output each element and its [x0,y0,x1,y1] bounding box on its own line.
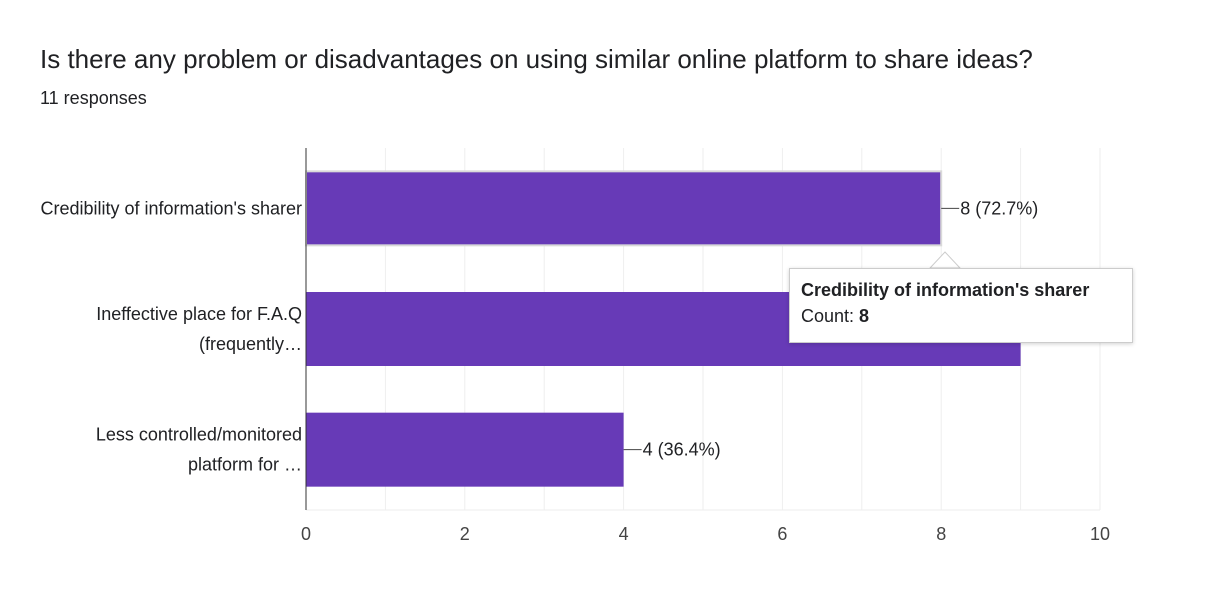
category-label: (frequently… [199,334,302,354]
tooltip-pointer [928,251,962,269]
tooltip-count-label: Count: [801,306,860,326]
tooltip-count-value: 8 [859,306,870,326]
data-label: 8 (72.7%) [960,198,1038,218]
response-count: 11 responses [40,88,147,108]
bar-tooltip: Credibility of information's sharer Coun… [789,268,1133,343]
x-tick-label: 10 [1090,524,1110,544]
bars [305,170,1021,487]
category-label: Ineffective place for F.A.Q [96,304,302,324]
x-tick-label: 8 [936,524,946,544]
chart-title: Is there any problem or disadvantages on… [40,44,1033,74]
data-labels: 8 (72.7%) 4 (36.4%) [623,198,1038,460]
tick-labels: 0 2 4 6 8 10 [301,524,1110,544]
x-tick-label: 0 [301,524,311,544]
tooltip-title: Credibility of information's sharer [801,280,1090,300]
data-label: 4 (36.4%) [643,440,721,460]
bar[interactable] [306,412,624,487]
category-label: Less controlled/monitored [96,425,302,445]
category-labels: Credibility of information's sharer Ineff… [40,198,302,474]
category-label: platform for … [188,455,302,475]
x-tick-label: 2 [460,524,470,544]
x-tick-label: 4 [619,524,629,544]
x-tick-label: 6 [777,524,787,544]
category-label: Credibility of information's sharer [40,198,302,218]
bar[interactable] [306,171,942,246]
